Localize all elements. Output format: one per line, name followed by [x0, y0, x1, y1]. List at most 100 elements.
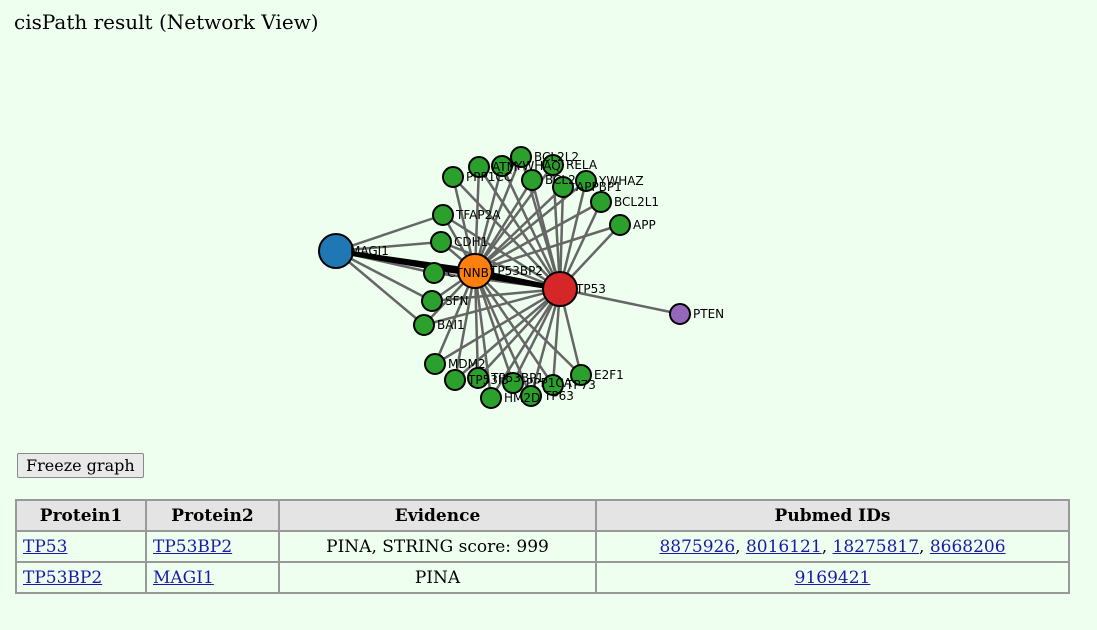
node-label-rela: RELA: [566, 158, 598, 172]
graph-node-magi1[interactable]: [318, 233, 354, 269]
node-label-tp53bp2: TP53BP2: [489, 264, 543, 278]
graph-node-rela[interactable]: [542, 154, 564, 176]
cell-pubmed-ids: 8875926, 8016121, 18275817, 8668206: [595, 530, 1070, 563]
graph-node-appbp1[interactable]: [552, 176, 574, 198]
protein-link[interactable]: TP53BP2: [23, 567, 103, 588]
graph-edge: [335, 250, 425, 326]
graph-node-tfap2a[interactable]: [432, 204, 454, 226]
graph-node-tp53bp1[interactable]: [467, 367, 489, 389]
table-header-row: Protein1 Protein2 Evidence Pubmed IDs: [15, 499, 1070, 532]
table-row: TP53 TP53BP2 PINA, STRING score: 999 887…: [15, 530, 1070, 563]
header-pubmed-ids: Pubmed IDs: [595, 499, 1070, 532]
node-label-ywhaz: YWHAZ: [598, 174, 644, 188]
graph-node-bcl2l1[interactable]: [590, 191, 612, 213]
graph-edge: [558, 180, 588, 290]
cell-evidence: PINA: [278, 561, 597, 594]
node-label-ywhaq: YWHAQ: [514, 159, 561, 173]
node-label-ctnnb1: CTNNB1: [447, 266, 497, 280]
node-label-tp53i3: TP53I3: [467, 373, 509, 387]
graph-nodes[interactable]: [318, 146, 691, 409]
graph-node-ywhaq[interactable]: [491, 155, 513, 177]
pubmed-link[interactable]: 8668206: [929, 536, 1006, 557]
graph-node-ywhaz[interactable]: [575, 170, 597, 192]
graph-node-bcl2[interactable]: [521, 169, 543, 191]
graph-edge: [335, 249, 433, 303]
graph-node-hm2d[interactable]: [480, 387, 502, 409]
pubmed-separator: ,: [919, 536, 930, 557]
protein-link[interactable]: MAGI1: [153, 567, 214, 588]
cell-protein1: TP53: [15, 530, 147, 563]
graph-node-tp73[interactable]: [542, 374, 564, 396]
graph-node-atm[interactable]: [468, 156, 490, 178]
pubmed-separator: ,: [821, 536, 833, 557]
graph-node-tp63[interactable]: [520, 385, 542, 407]
graph-node-bcl2l2[interactable]: [510, 146, 532, 168]
graph-edge: [474, 200, 602, 273]
graph-node-e2f1[interactable]: [570, 364, 592, 386]
node-label-bcl2l2: BCL2L2: [534, 150, 579, 164]
graph-edge: [453, 270, 477, 381]
graph-node-cdh1[interactable]: [430, 231, 452, 253]
graph-edge: [473, 270, 515, 384]
graph-node-mdm2[interactable]: [424, 353, 446, 375]
graph-node-ppp1ca[interactable]: [502, 372, 524, 394]
graph-node-sfn[interactable]: [421, 290, 443, 312]
protein-link[interactable]: TP53: [23, 536, 68, 557]
graph-edge: [452, 176, 561, 290]
node-label-tp63: TP63: [543, 389, 574, 403]
graph-node-bai1[interactable]: [413, 314, 435, 336]
node-label-app: APP: [633, 218, 656, 232]
header-evidence: Evidence: [278, 499, 597, 532]
node-label-sfn: SFN: [445, 294, 469, 308]
node-label-appbp1: APPBP1: [576, 180, 622, 194]
graph-edge: [473, 156, 523, 272]
node-label-tp53bp1: TP53BP1: [490, 371, 544, 385]
node-label-bai1: BAI1: [437, 318, 465, 332]
node-label-bcl2: BCL2: [545, 173, 576, 187]
node-label-hm2d: HM2D: [504, 391, 540, 405]
pubmed-link[interactable]: 8016121: [745, 536, 822, 557]
pubmed-separator: ,: [735, 536, 746, 557]
cell-protein1: TP53BP2: [15, 561, 147, 594]
node-label-e2f1: E2F1: [594, 368, 624, 382]
node-label-tfap2a: TFAP2A: [455, 208, 501, 222]
graph-edge: [335, 213, 444, 253]
graph-node-tp53i3[interactable]: [444, 369, 466, 391]
graph-node-tp53bp2[interactable]: [457, 253, 493, 289]
graph-node-pten[interactable]: [669, 303, 691, 325]
graph-edge: [431, 287, 561, 303]
protein-link[interactable]: TP53BP2: [153, 536, 233, 557]
header-protein1: Protein1: [15, 499, 147, 532]
graph-edge: [500, 165, 562, 290]
graph-edge: [442, 213, 561, 291]
node-label-cdh1: CDH1: [454, 235, 488, 249]
cell-protein2: TP53BP2: [145, 530, 280, 563]
cell-pubmed-ids: 9169421: [595, 561, 1070, 594]
node-label-magi1: MAGI1: [350, 244, 389, 258]
freeze-graph-button[interactable]: Freeze graph: [17, 453, 144, 478]
graph-edge: [474, 270, 582, 376]
graph-node-tp53[interactable]: [542, 271, 578, 307]
cell-protein2: MAGI1: [145, 561, 280, 594]
node-label-bcl2l1: BCL2L1: [614, 195, 659, 209]
graph-node-ctnnb1[interactable]: [423, 262, 445, 284]
node-label-tp73: TP73: [565, 378, 596, 392]
node-label-atm: ATM: [492, 160, 517, 174]
graph-edge: [473, 165, 504, 272]
graph-edge: [559, 287, 681, 316]
table-row: TP53BP2 MAGI1 PINA 9169421: [15, 561, 1070, 594]
graph-labels: MAGI1 TP53BP2 TP53 PTEN CTNNB1 CDH1 TFAP2A SFN B…: [350, 150, 724, 405]
pubmed-link[interactable]: 8875926: [659, 536, 736, 557]
graph-edge: [529, 288, 562, 397]
graph-node-ppp1cc[interactable]: [442, 166, 464, 188]
pubmed-link[interactable]: 18275817: [832, 536, 920, 557]
graph-edge: [454, 288, 561, 381]
header-protein2: Protein2: [145, 499, 280, 532]
graph-edge-path: [335, 248, 561, 292]
pubmed-link[interactable]: 9169421: [794, 567, 871, 588]
node-label-ppp1cc: PPP1CC: [466, 170, 512, 184]
interaction-table: Protein1 Protein2 Evidence Pubmed IDs TP…: [15, 499, 1070, 594]
node-label-tp53: TP53: [575, 282, 606, 296]
graph-node-app[interactable]: [609, 214, 631, 236]
network-graph[interactable]: MAGI1 TP53BP2 TP53 PTEN CTNNB1 CDH1 TFAP2A SFN B…: [0, 0, 1097, 440]
